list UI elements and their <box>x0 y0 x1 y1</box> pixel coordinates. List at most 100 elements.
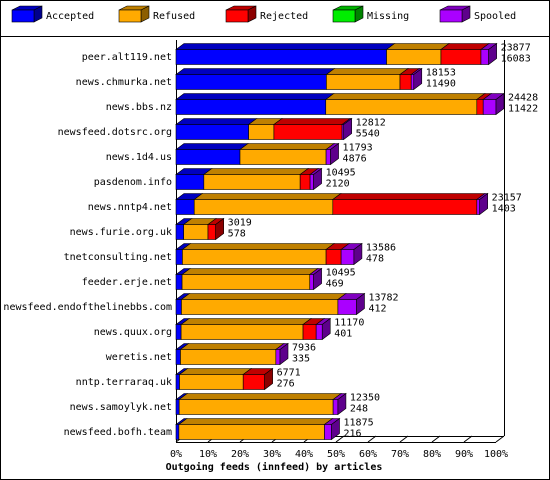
bar-top <box>177 418 334 425</box>
total-label: 10495 <box>326 168 356 179</box>
bar <box>332 199 478 215</box>
category-label: news.samoylyk.net <box>70 402 172 413</box>
bar <box>181 274 311 290</box>
bar-side <box>479 192 488 216</box>
bar <box>180 324 304 340</box>
category-label: newsfeed.bofh.team <box>64 427 172 438</box>
bar-side <box>321 317 331 341</box>
total-label: 11170 <box>334 318 364 329</box>
bar <box>299 174 311 190</box>
legend-swatch <box>225 9 249 23</box>
x-tick-label: 50% <box>327 449 345 460</box>
x-tick <box>431 435 441 443</box>
accepted-label: 16083 <box>501 54 531 65</box>
bar-side <box>413 67 423 91</box>
total-label: 24428 <box>508 93 538 104</box>
total-label: 13586 <box>366 243 396 254</box>
bar <box>242 374 265 390</box>
bar <box>175 374 180 390</box>
bar-side <box>279 342 289 366</box>
bar-top <box>180 318 312 325</box>
bar-top <box>181 268 319 275</box>
accepted-label: 469 <box>326 279 344 290</box>
category-label: newsfeed.endofthelinebbs.com <box>3 302 172 313</box>
x-tick-label: 30% <box>263 449 281 460</box>
bar <box>325 99 478 115</box>
bar-top <box>385 43 450 50</box>
bar <box>181 299 339 315</box>
bar <box>315 324 323 340</box>
x-tick <box>367 435 377 443</box>
category-label: pasdenom.info <box>94 177 172 188</box>
x-tick-label: 0% <box>170 449 182 460</box>
bar-top <box>273 118 351 125</box>
bar <box>178 424 325 440</box>
total-label: 12350 <box>350 393 380 404</box>
total-label: 11875 <box>344 418 374 429</box>
bar <box>193 199 334 215</box>
bar <box>480 49 489 65</box>
bar <box>175 274 183 290</box>
bar <box>175 224 184 240</box>
total-label: 23157 <box>492 193 522 204</box>
bar <box>325 149 331 165</box>
bar <box>386 49 442 65</box>
bar <box>309 174 314 190</box>
accepted-label: 412 <box>368 304 386 315</box>
bar <box>337 299 357 315</box>
bar-side <box>313 267 322 291</box>
category-label: nntp.terraraq.uk <box>76 377 172 388</box>
bar <box>203 174 301 190</box>
bar <box>179 374 244 390</box>
category-label: news.1d4.us <box>106 152 172 163</box>
bar <box>476 199 480 215</box>
bar <box>309 274 314 290</box>
bar-top <box>193 193 342 200</box>
total-label: 11793 <box>343 143 373 154</box>
total-label: 3019 <box>228 218 252 229</box>
total-label: 12812 <box>356 118 386 129</box>
total-label: 13782 <box>368 293 398 304</box>
bar-side <box>264 367 273 391</box>
x-tick-label: 40% <box>295 449 313 460</box>
total-label: 7936 <box>292 343 316 354</box>
bar-top <box>181 243 335 250</box>
bar <box>273 124 343 140</box>
x-tick <box>399 435 409 443</box>
bar <box>302 324 317 340</box>
category-label: news.nntp4.net <box>88 202 172 213</box>
bar <box>275 349 281 365</box>
total-label: 18153 <box>426 68 456 79</box>
bar-side <box>215 217 224 241</box>
x-tick-label: 10% <box>199 449 217 460</box>
bar-top <box>324 93 486 100</box>
total-label: 23877 <box>501 43 531 54</box>
bar-top <box>175 68 336 75</box>
bar <box>180 349 277 365</box>
accepted-label: 401 <box>334 329 352 340</box>
bar-top <box>331 193 486 200</box>
bar-side <box>488 42 497 66</box>
category-label: news.furie.org.uk <box>70 227 172 238</box>
bar-side <box>356 292 365 316</box>
bar-side <box>337 392 347 416</box>
bar <box>476 99 484 115</box>
bar <box>175 349 181 365</box>
bar-top <box>178 393 343 400</box>
accepted-label: 11422 <box>508 104 538 115</box>
legend-label: Spooled <box>474 11 516 22</box>
bar <box>332 399 339 415</box>
x-tick <box>463 435 473 443</box>
bar-side <box>495 92 505 116</box>
bar <box>248 124 275 140</box>
bar-side <box>331 417 340 441</box>
x-tick-label: 70% <box>391 449 409 460</box>
category-label: news.bbs.nz <box>106 102 172 113</box>
bar <box>326 74 401 90</box>
legend-label: Accepted <box>46 11 94 22</box>
bar-top <box>175 43 396 50</box>
bar <box>175 199 195 215</box>
bar <box>182 249 327 265</box>
bar-side <box>353 242 363 266</box>
